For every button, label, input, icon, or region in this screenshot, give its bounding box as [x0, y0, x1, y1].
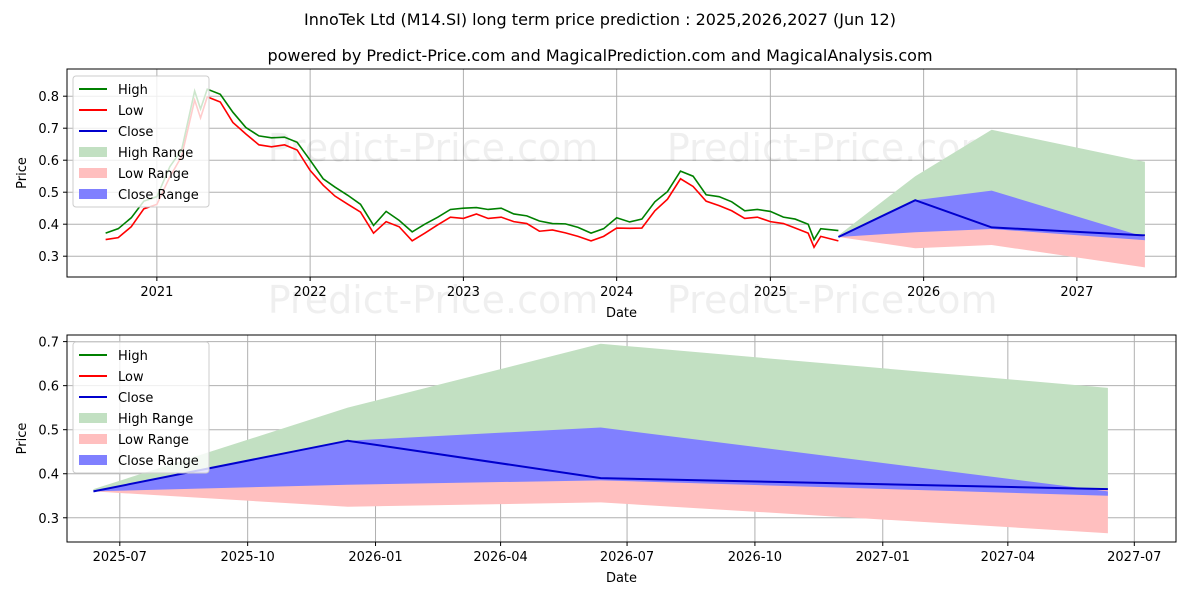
- legend-swatch: [79, 434, 107, 444]
- y-tick-label: 0.4: [38, 218, 59, 233]
- x-tick-label: 2027-04: [981, 550, 1035, 565]
- y-tick-label: 0.4: [38, 468, 59, 483]
- x-tick-label: 2027-01: [856, 550, 910, 565]
- legend-swatch: [79, 189, 107, 199]
- x-tick-label: 2026-04: [473, 550, 527, 565]
- x-tick-label: 2026-10: [728, 550, 782, 565]
- high-line: [105, 88, 839, 242]
- legend-label: High Range: [118, 412, 193, 427]
- x-tick-label: 2024: [600, 285, 633, 300]
- legend-swatch: [79, 413, 107, 423]
- legend-label: Close Range: [118, 454, 199, 469]
- y-tick-label: 0.6: [38, 380, 59, 395]
- y-tick-label: 0.8: [38, 90, 59, 105]
- high-range-band: [93, 343, 1108, 492]
- legend-label: Low: [118, 104, 144, 119]
- x-tick-label: 2021: [140, 285, 173, 300]
- watermark: Predict-Price.com: [667, 278, 998, 322]
- chart-subtitle: powered by Predict-Price.com and Magical…: [267, 46, 933, 65]
- close-range-band: [838, 190, 1145, 241]
- legend-label: High: [118, 349, 148, 364]
- y-tick-label: 0.3: [38, 250, 59, 265]
- y-axis-label: Price: [15, 423, 30, 455]
- x-tick-label: 2027: [1060, 285, 1093, 300]
- x-tick-label: 2026-07: [600, 550, 654, 565]
- x-tick-label: 2023: [447, 285, 480, 300]
- high-range-band: [838, 129, 1145, 237]
- y-tick-label: 0.6: [38, 154, 59, 169]
- plot-frame: [66, 334, 1177, 543]
- x-tick-label: 2025: [754, 285, 787, 300]
- y-axis-label: Price: [15, 157, 30, 189]
- legend-swatch: [79, 168, 107, 178]
- y-tick-label: 0.5: [38, 186, 59, 201]
- legend-label: Low: [118, 370, 144, 385]
- legend-label: Low Range: [118, 167, 189, 182]
- x-axis-label: Date: [606, 571, 637, 586]
- chart-title: InnoTek Ltd (M14.SI) long term price pre…: [304, 10, 896, 29]
- legend-label: High: [118, 83, 148, 98]
- forecast-close-line: [837, 199, 1145, 238]
- plot-frame: [66, 68, 1177, 278]
- legend-label: Close: [118, 125, 153, 140]
- y-tick-label: 0.3: [38, 512, 59, 527]
- close-range-band: [93, 427, 1108, 496]
- x-tick-label: 2026-01: [348, 550, 402, 565]
- panel-2: Predict-Price.comPredict-Price.com2025-0…: [15, 334, 1177, 586]
- x-tick-label: 2025-07: [93, 550, 147, 565]
- y-tick-label: 0.5: [38, 424, 59, 439]
- y-tick-label: 0.7: [38, 122, 59, 137]
- legend-label: High Range: [118, 146, 193, 161]
- legend-label: Close: [118, 391, 153, 406]
- panel-1: Predict-Price.com Predict-Price.com Predic…: [15, 68, 1177, 322]
- x-tick-label: 2026: [907, 285, 940, 300]
- legend-swatch: [79, 455, 107, 465]
- watermark: Predict-Price.com: [268, 126, 599, 170]
- x-tick-label: 2027-07: [1107, 550, 1161, 565]
- x-axis-label: Date: [606, 306, 637, 321]
- x-tick-label: 2022: [294, 285, 327, 300]
- legend-label: Low Range: [118, 433, 189, 448]
- watermark: Predict-Price.com: [268, 278, 599, 322]
- legend-swatch: [79, 147, 107, 157]
- forecast-close-line: [93, 439, 1108, 493]
- x-tick-label: 2025-10: [221, 550, 275, 565]
- legend-label: Close Range: [118, 188, 199, 203]
- low-line: [105, 95, 839, 249]
- y-tick-label: 0.7: [38, 336, 59, 351]
